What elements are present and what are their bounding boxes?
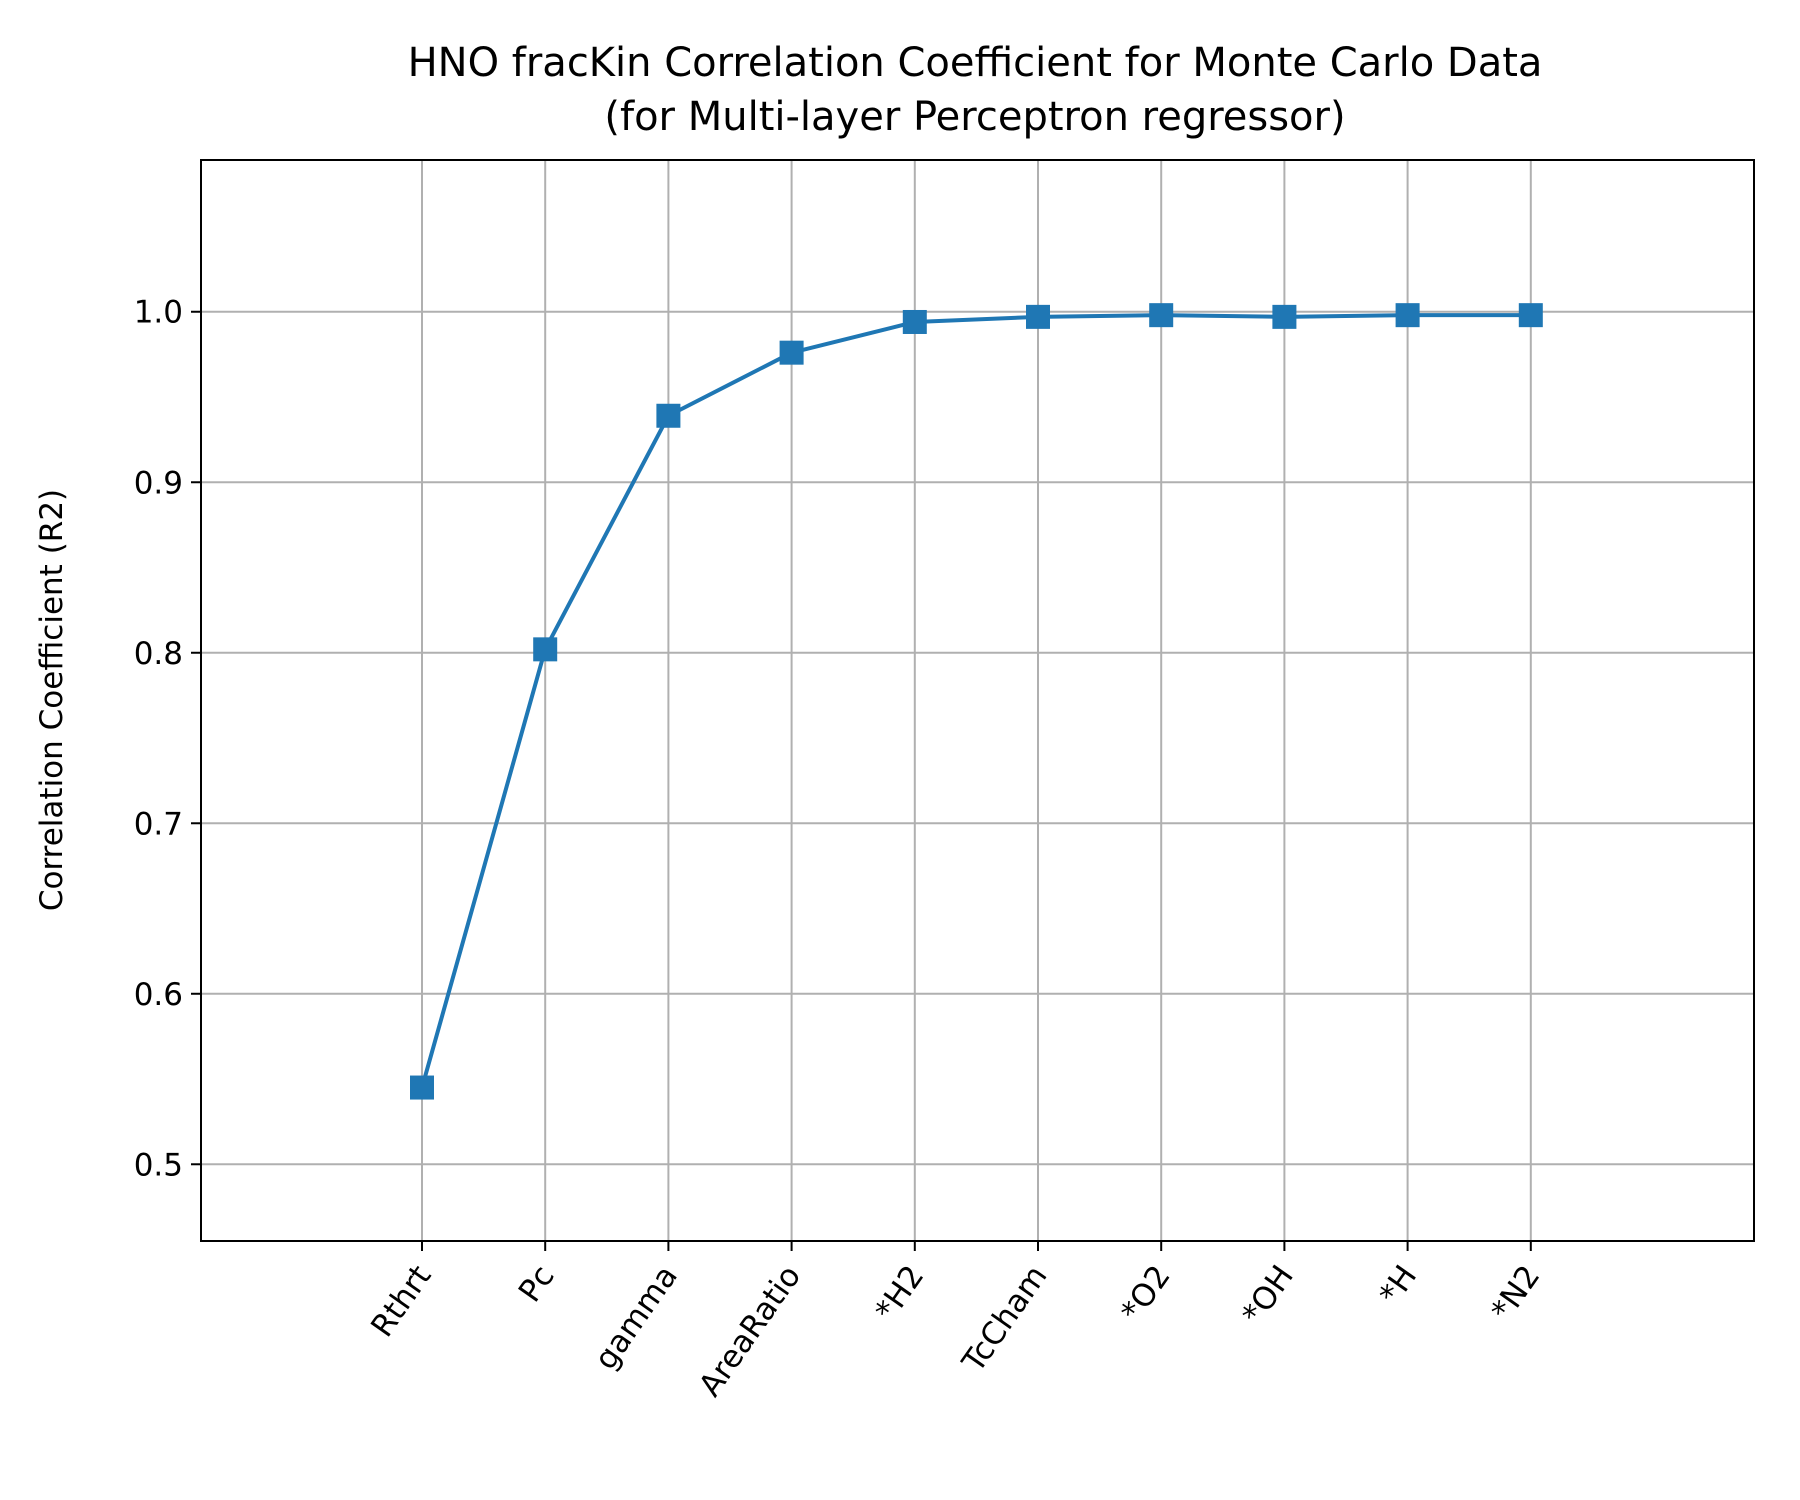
data-point-marker — [1149, 303, 1174, 328]
data-point-marker — [779, 340, 804, 365]
y-tick-label: 0.6 — [134, 977, 183, 1013]
series-line — [420, 313, 1531, 1089]
y-tick-label: 0.8 — [134, 636, 183, 672]
data-point-marker — [902, 309, 927, 334]
chart-title: HNO fracKin Correlation Coefficient for … — [408, 40, 1543, 86]
data-point-marker — [1272, 304, 1297, 329]
y-tick-label: 0.5 — [134, 1147, 183, 1183]
y-axis-label: Correlation Coefficient (R2) — [34, 489, 70, 911]
data-point-marker — [1518, 303, 1543, 328]
data-point-marker — [656, 403, 681, 428]
data-point-marker — [533, 637, 558, 662]
data-point-marker — [410, 1075, 434, 1100]
grid — [201, 160, 1754, 1241]
y-tick-label: 1.0 — [134, 295, 183, 331]
y-tick-label: 0.9 — [134, 465, 183, 501]
tick-marks — [191, 310, 1532, 1251]
data-point-marker — [1395, 303, 1420, 328]
y-tick-label: 0.7 — [134, 806, 183, 842]
chart-subtitle: (for Multi-layer Perceptron regressor) — [604, 94, 1345, 140]
series — [410, 303, 1543, 1100]
plot-frame — [200, 159, 1755, 1242]
data-point-marker — [1026, 304, 1050, 329]
y-tick-labels: 0.5 0.6 0.7 0.8 0.9 1.0 — [134, 295, 183, 1184]
